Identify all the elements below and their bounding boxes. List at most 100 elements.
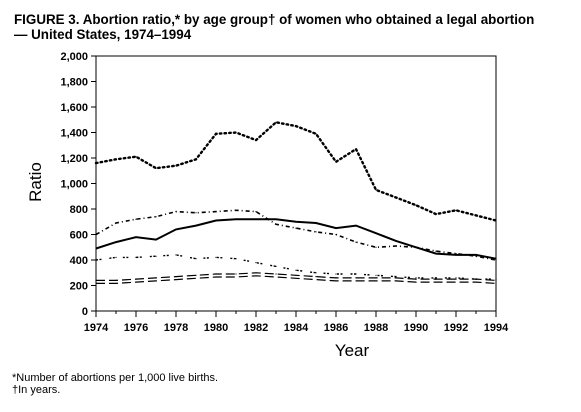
data-point	[135, 156, 137, 158]
data-point	[115, 158, 117, 160]
data-point	[155, 216, 157, 218]
data-point	[255, 211, 257, 213]
data-point	[415, 278, 417, 280]
series-line-secondary	[96, 275, 497, 284]
data-point	[395, 240, 397, 242]
data-point	[115, 241, 117, 243]
data-point	[355, 225, 357, 227]
data-point	[195, 258, 197, 260]
data-point	[495, 259, 497, 261]
y-tick-label: 1,600	[60, 102, 88, 114]
data-point	[295, 227, 297, 229]
data-point	[275, 265, 277, 267]
x-tick-label: 1992	[444, 322, 468, 334]
data-point	[215, 211, 217, 213]
data-point	[315, 272, 317, 274]
footnote-2: †In years.	[12, 384, 61, 396]
data-point	[435, 277, 437, 279]
data-point	[195, 225, 197, 227]
series-dotted	[94, 121, 498, 222]
x-tick-label: 1978	[164, 322, 188, 334]
x-tick-label: 1980	[204, 322, 228, 334]
y-tick-label: 600	[70, 230, 88, 242]
series-line	[95, 218, 497, 260]
y-tick-label: 800	[70, 204, 88, 216]
data-point	[375, 246, 377, 248]
data-point	[495, 279, 497, 281]
data-point	[395, 245, 397, 247]
data-point	[295, 269, 297, 271]
data-point	[115, 256, 117, 258]
data-point	[135, 278, 137, 280]
data-point	[295, 125, 297, 127]
data-point	[475, 278, 477, 280]
data-point	[495, 219, 497, 222]
data-point	[235, 209, 237, 211]
x-tick-label: 1986	[324, 322, 348, 334]
data-point	[195, 274, 197, 276]
y-tick-label: 2,000	[60, 51, 88, 63]
series-double-dash	[95, 272, 497, 284]
data-point	[315, 231, 317, 233]
data-point	[175, 228, 177, 230]
data-point	[175, 211, 177, 213]
data-point	[375, 277, 377, 279]
data-point	[215, 256, 217, 258]
data-point	[135, 218, 137, 220]
data-point	[135, 256, 137, 258]
data-point	[335, 227, 337, 229]
x-axis-title: Year	[335, 341, 370, 360]
data-point	[415, 277, 417, 279]
data-point	[475, 255, 477, 257]
data-point	[495, 278, 497, 280]
data-point	[455, 253, 457, 255]
data-point	[275, 223, 277, 225]
data-point	[435, 250, 437, 252]
data-point	[315, 222, 317, 224]
data-point	[95, 279, 97, 281]
x-tick-label: 1982	[244, 322, 268, 334]
x-tick-label: 1994	[484, 322, 509, 334]
plot-frame	[95, 55, 497, 312]
data-point	[175, 254, 177, 256]
y-tick-label: 1,400	[60, 128, 88, 140]
series-layer	[94, 121, 498, 284]
data-point	[135, 236, 137, 238]
data-point	[355, 148, 357, 150]
data-point	[335, 233, 337, 236]
data-point	[395, 277, 397, 279]
data-point	[335, 161, 337, 163]
series-line	[94, 121, 498, 222]
data-point	[295, 274, 297, 276]
data-point	[375, 232, 377, 234]
data-point	[295, 221, 297, 223]
y-tick-label: 1,800	[60, 77, 88, 89]
data-point	[95, 247, 97, 250]
data-point	[215, 273, 217, 275]
data-point	[375, 274, 377, 276]
data-point	[255, 262, 257, 264]
data-point	[475, 254, 477, 256]
data-point	[375, 189, 377, 191]
data-point	[455, 209, 457, 211]
x-tick-label: 1984	[284, 322, 309, 334]
data-point	[415, 246, 417, 248]
data-point	[455, 278, 457, 280]
data-point	[255, 139, 257, 141]
data-point	[115, 279, 117, 281]
data-point	[255, 218, 257, 220]
series-dash-dot	[95, 209, 497, 261]
data-point	[175, 165, 177, 167]
data-point	[435, 278, 437, 280]
data-point	[155, 255, 157, 257]
data-point	[315, 276, 317, 278]
data-point	[115, 222, 117, 224]
data-point	[275, 218, 277, 220]
data-point	[275, 121, 277, 123]
x-tick-label: 1988	[364, 322, 388, 334]
data-point	[95, 259, 97, 261]
data-point	[435, 213, 437, 215]
data-point	[235, 218, 237, 220]
footnote-1: *Number of abortions per 1,000 live birt…	[12, 372, 219, 384]
data-point	[215, 219, 217, 222]
